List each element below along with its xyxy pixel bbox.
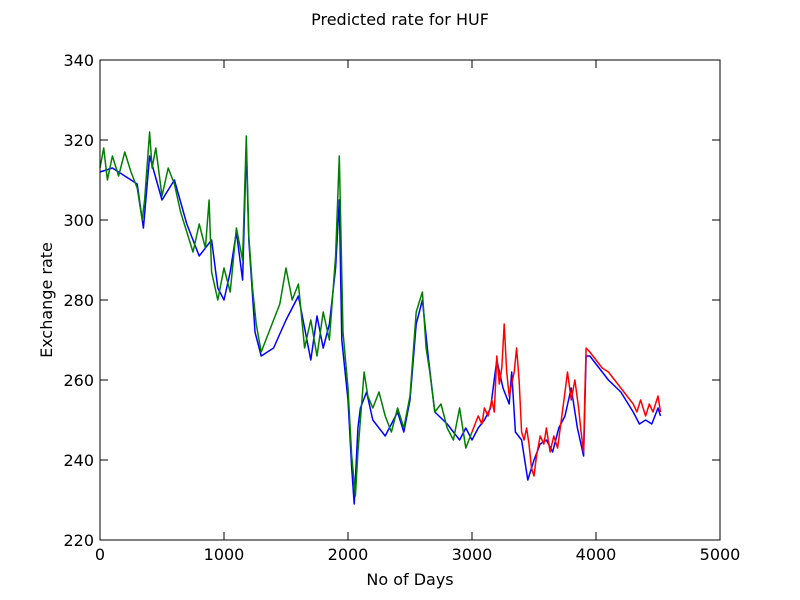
x-tick-label: 5000 bbox=[700, 545, 741, 564]
ticks-layer: 0 1000 2000 3000 4000 5000 220 240 260 280 300 320 3… bbox=[63, 51, 740, 564]
series-layer bbox=[99, 131, 662, 505]
x-tick-label: 3000 bbox=[452, 545, 493, 564]
y-tick-label: 300 bbox=[63, 211, 94, 230]
x-tick-label: 4000 bbox=[576, 545, 617, 564]
x-tick-label: 0 bbox=[95, 545, 105, 564]
y-tick-label: 320 bbox=[63, 131, 94, 150]
series-line-1 bbox=[99, 131, 473, 497]
y-tick-label: 240 bbox=[63, 451, 94, 470]
chart-title: Predicted rate for HUF bbox=[311, 10, 489, 29]
y-tick-label: 280 bbox=[63, 291, 94, 310]
y-tick-label: 220 bbox=[63, 531, 94, 550]
x-tick-label: 2000 bbox=[328, 545, 369, 564]
y-axis-title: Exchange rate bbox=[37, 242, 56, 358]
series-line-0 bbox=[99, 147, 662, 505]
x-tick-label: 1000 bbox=[204, 545, 245, 564]
y-tick-label: 260 bbox=[63, 371, 94, 390]
series-line-2 bbox=[471, 323, 662, 477]
x-axis-title: No of Days bbox=[366, 570, 453, 589]
y-tick-label: 340 bbox=[63, 51, 94, 70]
